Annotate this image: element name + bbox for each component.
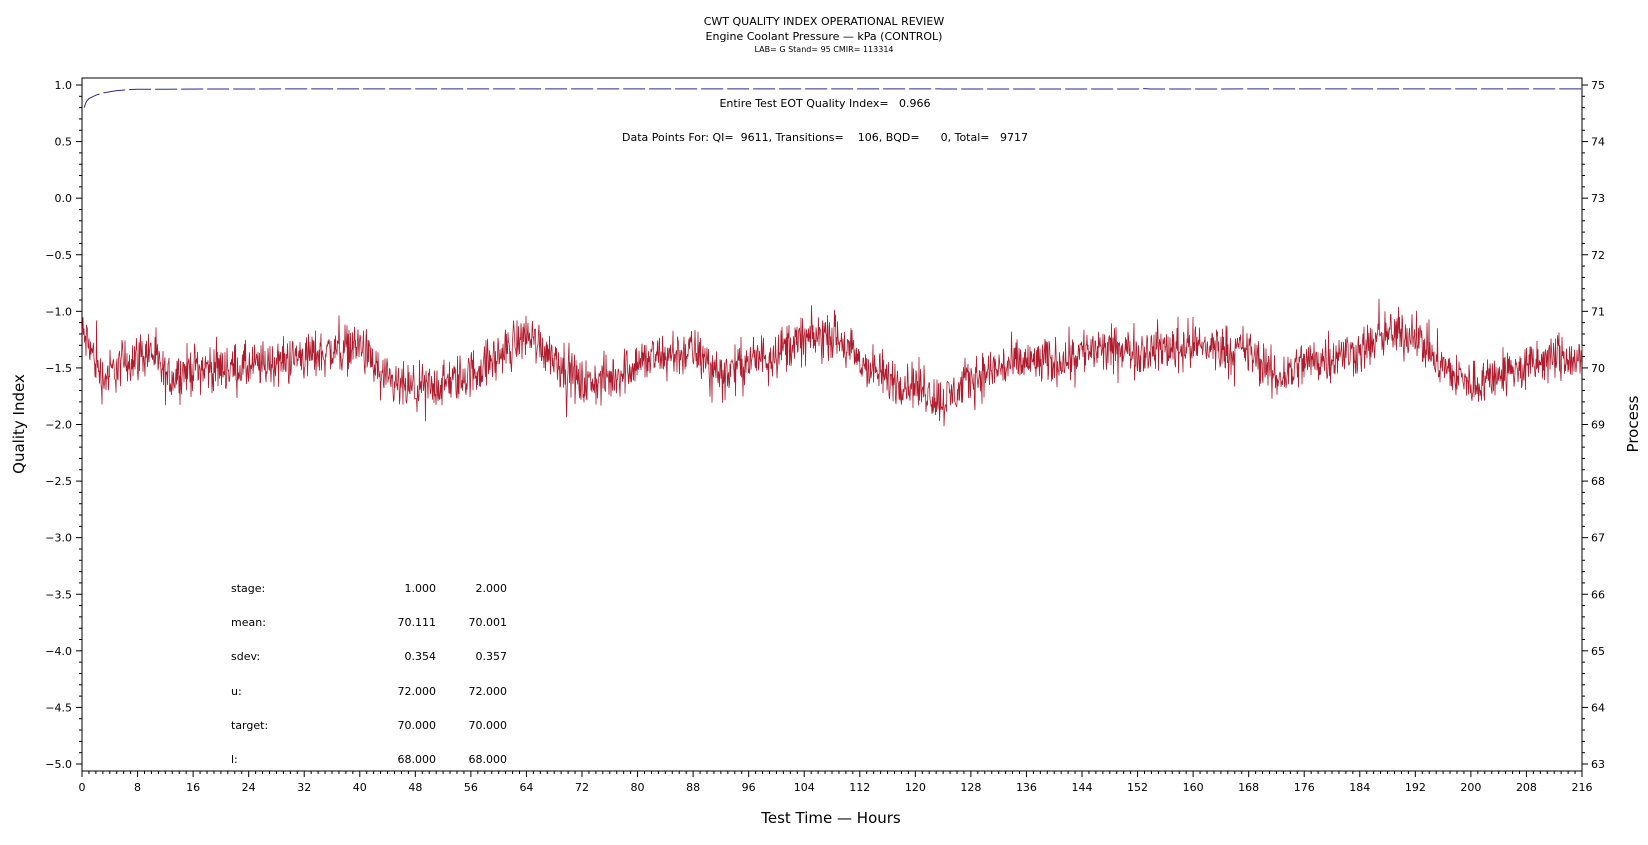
x-tick-label: 40 [353,781,367,794]
y-axis-right: 63 64 65 66 67 68 69 70 71 72 73 74 75 [1582,79,1605,771]
y-axis-label: Quality Index [10,374,28,474]
x-axis: 0 8 16 24 32 40 48 56 64 72 80 88 96 104 112 120 128 136 1… [79,771,1593,794]
x-tick-label: 184 [1349,781,1370,794]
eot-annotation: Entire Test EOT Quality Index= 0.966 [719,97,930,110]
y-tick-label: −3.0 [45,532,72,545]
quality-index-line [83,88,1583,108]
x-tick-label: 160 [1183,781,1204,794]
stats-row-label: mean: [231,616,266,629]
stats-table: stage: 1.000 2.000 mean: 70.111 70.001 sdev: 0.… [231,582,507,766]
y2-tick-label: 66 [1591,588,1605,601]
y2-tick-label: 70 [1591,362,1605,375]
x-tick-label: 192 [1405,781,1426,794]
x-tick-label: 112 [849,781,870,794]
x-tick-label: 16 [186,781,200,794]
y-tick-label: −3.5 [45,588,72,601]
stats-row-label: stage: [231,582,265,595]
chart-subtitle-2: LAB= G Stand= 95 CMIR= 113314 [754,45,893,54]
stats-row-label: u: [231,685,242,698]
stats-stage1-value: 70.111 [398,616,437,629]
stats-stage2-value: 2.000 [476,582,508,595]
stats-stage1-value: 70.000 [398,719,437,732]
stats-row-label: l: [231,753,238,766]
stats-stage1-value: 0.354 [405,650,437,663]
y2-tick-label: 64 [1591,701,1605,714]
y2-tick-label: 68 [1591,475,1605,488]
stats-stage2-value: 68.000 [469,753,508,766]
stats-stage1-value: 1.000 [405,582,437,595]
y-tick-label: −1.5 [45,362,72,375]
x-tick-label: 168 [1238,781,1259,794]
y-tick-label: −4.0 [45,645,72,658]
y-tick-label: −1.0 [45,305,72,318]
x-tick-label: 56 [464,781,478,794]
x-tick-label: 200 [1460,781,1481,794]
stats-stage2-value: 70.000 [469,719,508,732]
x-tick-label: 152 [1127,781,1148,794]
y-tick-label: 0.5 [55,136,73,149]
x-tick-label: 144 [1072,781,1093,794]
x-tick-label: 208 [1516,781,1537,794]
stats-stage2-value: 0.357 [476,650,508,663]
x-tick-label: 64 [519,781,533,794]
y2-tick-label: 72 [1591,249,1605,262]
x-tick-label: 96 [742,781,756,794]
y2-tick-label: 75 [1591,79,1605,92]
y-tick-label: −0.5 [45,249,72,262]
data-points-annotation: Data Points For: QI= 9611, Transitions= … [622,131,1028,144]
y2-tick-label: 74 [1591,136,1605,149]
x-tick-label: 136 [1016,781,1037,794]
stats-stage1-value: 72.000 [398,685,437,698]
x-tick-label: 24 [242,781,256,794]
chart-title: CWT QUALITY INDEX OPERATIONAL REVIEW [704,15,945,28]
x-tick-label: 8 [134,781,141,794]
y-tick-label: −4.5 [45,701,72,714]
x-tick-label: 0 [79,781,86,794]
y2-tick-label: 65 [1591,645,1605,658]
y-tick-label: 1.0 [55,79,73,92]
x-tick-label: 72 [575,781,589,794]
y2-axis-label: Process [1624,395,1642,452]
x-tick-label: 104 [794,781,815,794]
process-line [81,298,1583,427]
x-tick-label: 80 [631,781,645,794]
y2-tick-label: 63 [1591,758,1605,771]
y-tick-label: −5.0 [45,758,72,771]
x-tick-label: 32 [297,781,311,794]
y-tick-label: −2.0 [45,419,72,432]
y2-tick-label: 73 [1591,192,1605,205]
chart-subtitle: Engine Coolant Pressure — kPa (CONTROL) [706,30,943,43]
stats-row-label: target: [231,719,268,732]
y2-tick-label: 69 [1591,419,1605,432]
y2-tick-label: 67 [1591,532,1605,545]
x-tick-label: 128 [960,781,981,794]
x-tick-label: 120 [905,781,926,794]
y2-tick-label: 71 [1591,305,1605,318]
stats-stage2-value: 70.001 [469,616,508,629]
stats-stage1-value: 68.000 [398,753,437,766]
y-axis-left: 1.0 0.5 0.0 −0.5 −1.0 −1.5 −2.0 −2.5 −3.0 −3.5 −4.… [45,79,82,771]
stats-stage2-value: 72.000 [469,685,508,698]
x-axis-label: Test Time — Hours [760,809,901,827]
y-tick-label: 0.0 [55,192,73,205]
y-tick-label: −2.5 [45,475,72,488]
x-tick-label: 216 [1572,781,1593,794]
x-tick-label: 48 [408,781,422,794]
x-tick-label: 176 [1294,781,1315,794]
series-process [81,298,1583,427]
stats-row-label: sdev: [231,650,260,663]
plot-frame [81,77,1583,772]
series-quality-index [83,88,1583,108]
x-tick-label: 88 [686,781,700,794]
